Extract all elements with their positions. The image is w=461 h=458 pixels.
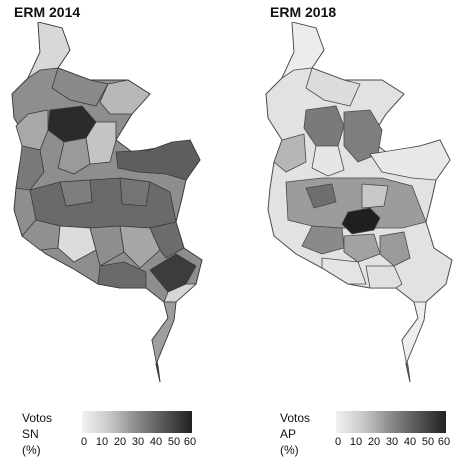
region <box>149 253 197 293</box>
region <box>163 283 198 303</box>
legend-tick: 10 <box>349 436 363 448</box>
legend-tick: 40 <box>149 436 163 448</box>
region <box>21 219 61 251</box>
legend-tick: 60 <box>183 436 197 448</box>
region <box>321 257 367 285</box>
choropleth-map <box>265 22 453 383</box>
legend-ticks: 0 10 20 30 40 50 60 <box>80 436 196 452</box>
region <box>29 177 177 229</box>
region <box>311 145 345 177</box>
legend-title-line1: Votos <box>280 411 311 425</box>
region <box>97 261 147 289</box>
region <box>401 301 427 383</box>
legend-tick: 0 <box>80 436 88 448</box>
region-highest <box>341 207 381 235</box>
region <box>115 139 201 181</box>
region <box>119 225 161 269</box>
legend-ticks: 0 10 20 30 40 50 60 <box>334 436 450 452</box>
legend-tick: 0 <box>334 436 342 448</box>
region <box>57 225 97 263</box>
region <box>343 233 381 263</box>
legend-tick: 50 <box>421 436 435 448</box>
region <box>89 225 125 267</box>
legend-title-line1: Votos <box>22 411 53 425</box>
map-panel-2018: ERM 2018 Votos AP (%) 0 10 20 30 4 <box>262 0 461 457</box>
region <box>361 183 389 209</box>
region <box>365 265 403 289</box>
legend-tick: 30 <box>131 436 145 448</box>
legend-tick: 30 <box>385 436 399 448</box>
legend-tick: 10 <box>95 436 109 448</box>
region <box>27 22 71 80</box>
region <box>119 177 151 207</box>
choropleth-map <box>11 22 203 383</box>
map-title: ERM 2018 <box>270 4 337 20</box>
region <box>99 79 151 115</box>
region <box>273 133 307 173</box>
region <box>151 301 177 383</box>
region <box>59 179 93 207</box>
legend-tick: 60 <box>437 436 451 448</box>
region <box>149 221 185 259</box>
legend-tick: 40 <box>403 436 417 448</box>
region <box>305 67 361 107</box>
map-panel-2014: ERM 2014 Votos SN (%) <box>0 0 230 457</box>
region <box>301 225 345 255</box>
map-title: ERM 2014 <box>14 4 81 20</box>
region <box>57 137 91 175</box>
legend-title-line2: AP (%) <box>280 427 299 457</box>
legend-tick: 20 <box>367 436 381 448</box>
region <box>369 139 451 181</box>
legend-tick: 50 <box>167 436 181 448</box>
legend-tick: 20 <box>113 436 127 448</box>
region <box>281 22 325 80</box>
region <box>51 67 109 107</box>
region <box>305 183 337 209</box>
legend-color-bar <box>82 411 192 433</box>
region <box>379 231 411 267</box>
legend-color-bar <box>336 411 446 433</box>
legend-title-line2: SN (%) <box>22 427 41 457</box>
